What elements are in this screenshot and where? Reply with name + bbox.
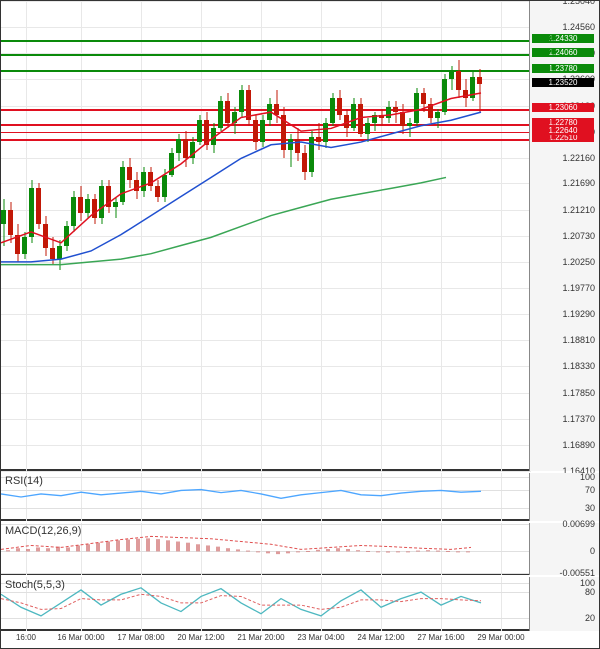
main-price-chart[interactable] — [1, 1, 531, 471]
macd-label: MACD(12,26,9) — [5, 525, 81, 537]
level-label-S1: S1 — [539, 103, 551, 114]
x-tick: 16 Mar 00:00 — [57, 633, 104, 642]
y-tick: 1.18810 — [562, 335, 595, 345]
y-tick: 1.22160 — [562, 153, 595, 163]
x-tick: 23 Mar 04:00 — [297, 633, 344, 642]
y-tick: 1.20730 — [562, 231, 595, 241]
level-label-R3: R3 — [539, 34, 552, 45]
y-tick: 1.20250 — [562, 257, 595, 267]
y-tick: 1.17370 — [562, 414, 595, 424]
stoch-y-axis: 1008020 — [529, 577, 599, 631]
level-line-R2 — [1, 54, 531, 56]
macd-y-axis: 0.006990-0.00551 — [529, 523, 599, 575]
x-tick: 17 Mar 08:00 — [117, 633, 164, 642]
level-line-S3 — [1, 139, 531, 141]
y-tick: 1.21210 — [562, 205, 595, 215]
level-line-R3 — [1, 40, 531, 42]
y-tick: 1.17850 — [562, 388, 595, 398]
x-tick: 24 Mar 12:00 — [357, 633, 404, 642]
y-tick: 1.25040 — [562, 0, 595, 6]
y-tick: 1.19770 — [562, 283, 595, 293]
rsi-panel[interactable]: RSI(14) — [1, 473, 531, 521]
level-label-R1: R1 — [539, 64, 552, 75]
x-tick: 29 Mar 00:00 — [477, 633, 524, 642]
x-tick: 27 Mar 16:00 — [417, 633, 464, 642]
y-tick: 1.24560 — [562, 22, 595, 32]
price-now-tag: 1.23520 — [532, 78, 594, 87]
level-label-S3: S3 — [539, 133, 551, 144]
x-tick: 16:00 — [16, 633, 36, 642]
x-axis: 16:00 16 Mar 00:00 17 Mar 08:00 20 Mar 12:0… — [1, 633, 531, 649]
macd-panel[interactable]: MACD(12,26,9) — [1, 523, 531, 575]
y-tick: 1.18330 — [562, 361, 595, 371]
level-line-S2 — [1, 124, 531, 126]
stoch-panel[interactable]: Stoch(5,5,3) — [1, 577, 531, 631]
rsi-label: RSI(14) — [5, 475, 43, 487]
level-label-R2: R2 — [539, 48, 552, 59]
y-tick: 1.21690 — [562, 178, 595, 188]
stoch-label: Stoch(5,5,3) — [5, 579, 65, 591]
y-tick: 1.19290 — [562, 309, 595, 319]
level-line-S1 — [1, 109, 531, 111]
chart-container: 1.250401.245601.240801.236001.231201.226… — [0, 0, 600, 649]
y-tick: 1.16890 — [562, 440, 595, 450]
rsi-y-axis: 1007030 — [529, 473, 599, 521]
level-label-S2: S2 — [539, 118, 551, 129]
x-tick: 20 Mar 12:00 — [177, 633, 224, 642]
x-tick: 21 Mar 20:00 — [237, 633, 284, 642]
